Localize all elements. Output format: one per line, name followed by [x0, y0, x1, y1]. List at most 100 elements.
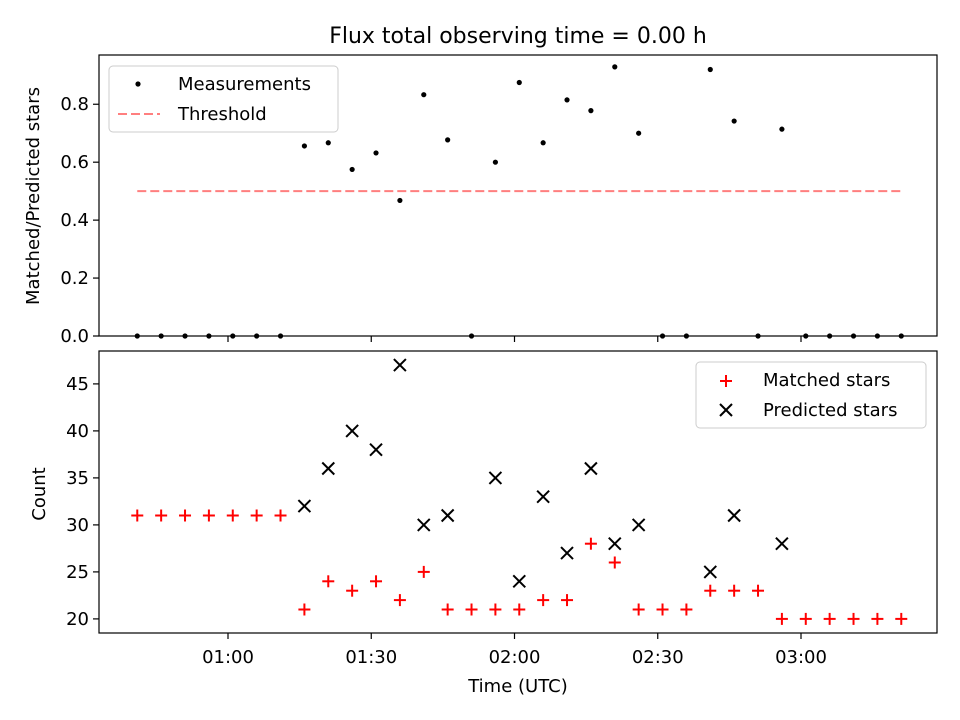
bottom-panel: 20 25 30 35 40 45 01:00 01:30 02:00 02:30 03:00 C… — [29, 350, 938, 697]
measurement-point — [731, 118, 737, 124]
predicted-star-point — [345, 424, 359, 438]
matched-star-point — [537, 594, 550, 607]
predicted-star-point — [775, 536, 789, 551]
matched-star-point — [871, 612, 884, 625]
bottom-x-ticks: 01:00 01:30 02:00 02:30 03:00 — [202, 633, 827, 668]
top-y-tick-label: 0.6 — [60, 152, 89, 173]
predicted-star-point — [321, 461, 335, 476]
measurement-point — [301, 143, 307, 149]
chart-title: Flux total observing time = 0.00 h — [329, 24, 707, 49]
predicted-star-point — [488, 471, 503, 485]
matched-star-point — [584, 537, 597, 550]
legend-matched-label: Matched stars — [763, 370, 890, 391]
predicted-star-point — [560, 546, 574, 560]
top-panel: 0.00.20.40.60.8 Matched/Predicted stars … — [23, 54, 938, 347]
predicted-star-point — [417, 518, 431, 532]
matched-star-point — [656, 603, 669, 616]
predicted-star-point — [727, 508, 741, 523]
bottom-axes-frame — [98, 350, 938, 634]
matched-star-point — [274, 509, 287, 522]
measurement-point — [373, 150, 379, 156]
top-legend: Measurements Threshold — [108, 65, 339, 133]
matched-star-point — [632, 603, 645, 616]
measurement-point — [540, 140, 546, 146]
matched-star-point — [179, 509, 192, 522]
predicted-star-point — [584, 461, 598, 476]
bottom-y-tick-label: 20 — [66, 609, 89, 630]
matched-star-point — [608, 556, 621, 569]
x-tick-label: 02:00 — [489, 647, 541, 668]
matched-star-point — [680, 603, 693, 616]
matched-star-point — [226, 509, 239, 522]
measurement-point — [564, 97, 570, 103]
bottom-legend: Matched stars Predicted stars — [695, 361, 927, 429]
matched-star-point — [704, 584, 717, 597]
matched-star-point — [465, 603, 478, 616]
top-axes-frame — [98, 54, 938, 337]
measurement-point — [492, 159, 498, 165]
top-y-tick-label: 0.2 — [60, 268, 89, 289]
matched-star-point — [202, 509, 215, 522]
x-tick-label: 02:30 — [632, 647, 684, 668]
matched-star-point — [298, 603, 311, 616]
matched-star-point — [728, 584, 741, 597]
legend-measurements-label: Measurements — [178, 74, 311, 95]
top-x-ticks — [227, 336, 802, 342]
predicted-stars-series — [297, 358, 789, 589]
predicted-star-point — [536, 489, 550, 504]
measurement-point — [516, 79, 522, 86]
measurement-point — [636, 130, 642, 136]
measurement-point — [445, 137, 451, 143]
top-y-ticks: 0.0 0.2 0.4 0.6 0.8 — [60, 94, 99, 347]
bottom-y-ticks: 20 25 30 35 40 45 — [66, 374, 99, 630]
top-y-tick-label: 0.0 — [60, 326, 89, 347]
measurement-point — [349, 166, 355, 173]
matched-star-point — [489, 603, 502, 616]
legend-predicted-marker — [719, 403, 733, 417]
matched-star-point — [799, 612, 812, 625]
x-tick-label: 01:30 — [345, 647, 397, 668]
top-y-tick-label: 0.8 — [60, 94, 89, 115]
x-tick-label: 01:00 — [202, 647, 254, 668]
matched-star-point — [417, 565, 430, 578]
matched-star-point — [775, 612, 788, 625]
matched-star-point — [561, 594, 574, 607]
measurement-point — [588, 108, 594, 114]
measurement-point — [325, 140, 331, 146]
matched-star-point — [823, 612, 836, 625]
bottom-y-tick-label: 40 — [66, 421, 89, 442]
bottom-y-tick-label: 45 — [66, 374, 89, 395]
matched-star-point — [752, 584, 765, 597]
matched-star-point — [250, 509, 263, 522]
legend-measurements-marker — [135, 81, 141, 87]
measurement-point — [779, 126, 785, 132]
legend-matched-marker — [720, 375, 732, 387]
bottom-y-tick-label: 35 — [66, 468, 89, 489]
measurement-point — [397, 197, 403, 204]
measurement-point — [421, 92, 427, 98]
matched-star-point — [847, 612, 860, 625]
predicted-star-point — [297, 499, 312, 513]
matched-star-point — [322, 575, 335, 588]
bottom-y-tick-label: 30 — [66, 515, 89, 536]
predicted-star-point — [393, 358, 407, 372]
predicted-star-point — [703, 565, 717, 579]
bottom-legend-box — [695, 361, 927, 429]
x-tick-label: 03:00 — [775, 647, 827, 668]
matched-star-point — [895, 612, 908, 625]
bottom-y-tick-label: 25 — [66, 562, 89, 583]
predicted-star-point — [440, 508, 455, 523]
measurement-point — [612, 64, 618, 70]
top-y-axis-label: Matched/Predicted stars — [23, 87, 44, 305]
matched-star-point — [513, 603, 526, 616]
measurement-point — [707, 66, 713, 73]
x-axis-label: Time (UTC) — [467, 676, 568, 697]
predicted-star-point — [369, 442, 383, 457]
matched-star-point — [370, 575, 383, 588]
matched-star-point — [131, 509, 144, 522]
matched-stars-series — [131, 509, 908, 625]
predicted-star-point — [631, 518, 646, 532]
legend-predicted-label: Predicted stars — [763, 400, 897, 421]
bottom-y-axis-label: Count — [29, 467, 50, 520]
matched-star-point — [441, 603, 454, 616]
